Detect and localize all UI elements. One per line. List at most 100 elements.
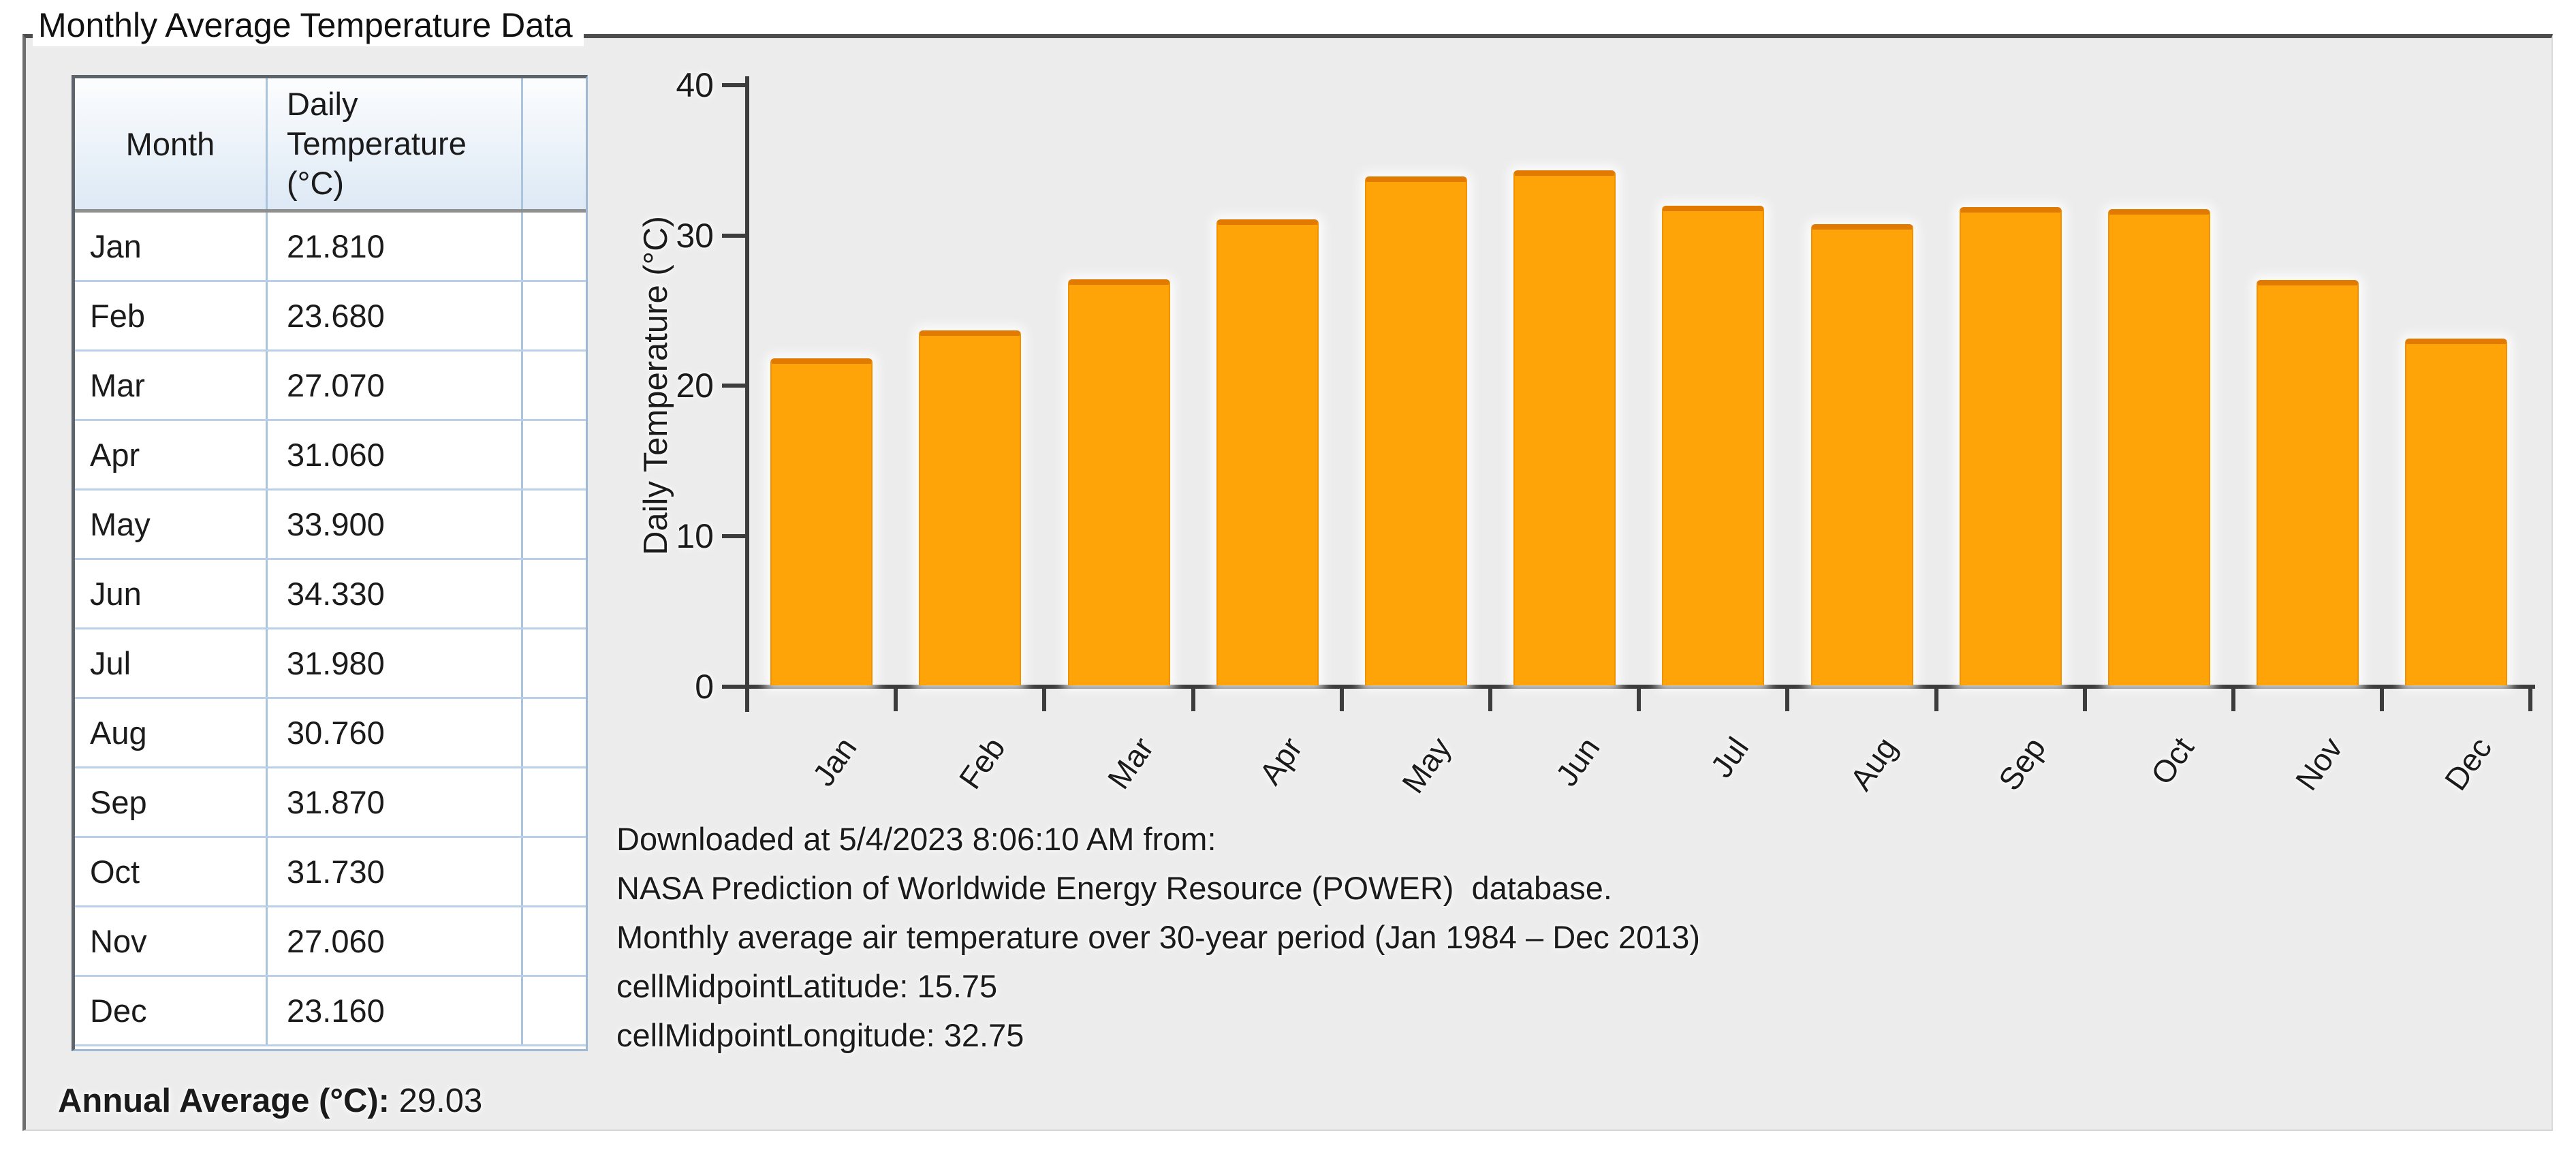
table-filler: [75, 1046, 586, 1049]
month-cell[interactable]: Mar: [90, 367, 145, 403]
table-row: Jul 31.980: [75, 629, 586, 699]
y-tick-label: 20: [676, 367, 714, 405]
x-tick: [2082, 687, 2087, 711]
temperature-cell[interactable]: 31.730: [266, 838, 521, 905]
x-tick: [1191, 687, 1195, 711]
y-tick-label: 0: [695, 668, 714, 706]
bar: [2405, 338, 2508, 685]
y-tick: [722, 82, 747, 87]
temperature-cell[interactable]: 23.160: [266, 977, 521, 1044]
temperature-cell[interactable]: 23.680: [266, 282, 521, 349]
table-row: Sep 31.870: [75, 768, 586, 838]
temperature-cell[interactable]: 30.760: [266, 699, 521, 766]
bar: [2107, 209, 2210, 685]
empty-cell: [521, 768, 586, 836]
table-header-row: Month Daily Temperature (°C): [75, 78, 586, 213]
bar: [1067, 279, 1170, 685]
bar: [1662, 205, 1765, 685]
download-info: Downloaded at 5/4/2023 8:06:10 AM from: N…: [616, 815, 1700, 1060]
y-tick: [722, 384, 747, 388]
x-tick: [745, 687, 749, 711]
temperature-cell[interactable]: 34.330: [266, 560, 521, 627]
bar: [1513, 170, 1616, 685]
month-cell[interactable]: Apr: [90, 437, 140, 473]
temperature-cell[interactable]: 27.070: [266, 352, 521, 419]
bar: [919, 330, 1022, 685]
table-body: Jan 21.810 Feb 23.680 Mar 27.070 Apr 31.060 May 3…: [75, 213, 586, 1046]
empty-cell: [521, 352, 586, 419]
month-cell[interactable]: Aug: [90, 715, 147, 751]
empty-cell: [521, 629, 586, 697]
x-tick: [1488, 687, 1492, 711]
x-tick: [1042, 687, 1047, 711]
month-cell[interactable]: Jan: [90, 228, 142, 264]
month-cell[interactable]: Sep: [90, 784, 147, 820]
month-cell[interactable]: Jun: [90, 576, 142, 612]
info-line: NASA Prediction of Worldwide Energy Reso…: [616, 870, 1612, 906]
empty-cell: [521, 491, 586, 558]
empty-cell: [521, 907, 586, 975]
temperature-cell[interactable]: 27.060: [266, 907, 521, 975]
x-tick: [2528, 687, 2533, 711]
x-tick: [894, 687, 898, 711]
annual-average-label: Annual Average (°C):: [58, 1083, 390, 1119]
table-row: Oct 31.730: [75, 838, 586, 907]
x-tick: [1785, 687, 1790, 711]
bar: [770, 358, 873, 685]
table-header-empty: [521, 78, 586, 209]
month-cell[interactable]: Nov: [90, 923, 147, 959]
empty-cell: [521, 560, 586, 627]
bar: [1810, 223, 1913, 685]
month-cell[interactable]: Feb: [90, 298, 145, 334]
temperature-table: Month Daily Temperature (°C) Jan 21.810 Fe…: [72, 75, 588, 1051]
groupbox-title: Monthly Average Temperature Data: [33, 4, 584, 46]
temperature-cell[interactable]: 33.900: [266, 491, 521, 558]
empty-cell: [521, 699, 586, 766]
bar: [2257, 279, 2359, 685]
empty-cell: [521, 977, 586, 1044]
y-tick-label: 40: [676, 65, 714, 104]
empty-cell: [521, 838, 586, 905]
x-tick: [1934, 687, 1938, 711]
y-tick: [722, 685, 747, 689]
y-tick: [722, 233, 747, 238]
temperature-cell[interactable]: 21.810: [266, 213, 521, 280]
info-line: cellMidpointLongitude: 32.75: [616, 1017, 1024, 1053]
table-header-daily-temperature: Daily Temperature (°C): [266, 78, 521, 209]
empty-cell: [521, 282, 586, 349]
bar: [1216, 219, 1319, 685]
info-line: cellMidpointLatitude: 15.75: [616, 968, 998, 1004]
x-tick: [2380, 687, 2385, 711]
annual-average: Annual Average (°C): 29.03: [58, 1082, 482, 1120]
temperature-cell[interactable]: 31.870: [266, 768, 521, 836]
table-row: Aug 30.760: [75, 699, 586, 768]
month-cell[interactable]: Dec: [90, 993, 147, 1029]
bar: [1364, 176, 1467, 685]
x-tick: [1339, 687, 1344, 711]
temperature-cell[interactable]: 31.980: [266, 629, 521, 697]
bar: [1959, 207, 2062, 685]
table-row: Jan 21.810: [75, 213, 586, 282]
empty-cell: [521, 421, 586, 488]
table-row: Apr 31.060: [75, 421, 586, 491]
table-row: Jun 34.330: [75, 560, 586, 629]
table-header-month: Month: [125, 125, 215, 162]
annual-average-value: 29.03: [398, 1083, 483, 1119]
x-tick: [2231, 687, 2235, 711]
table-row: Feb 23.680: [75, 282, 586, 352]
empty-cell: [521, 213, 586, 280]
table-row: Nov 27.060: [75, 907, 586, 977]
info-line: Downloaded at 5/4/2023 8:06:10 AM from:: [616, 821, 1216, 857]
table-row: Dec 23.160: [75, 977, 586, 1046]
x-tick: [1637, 687, 1642, 711]
table-row: Mar 27.070: [75, 352, 586, 421]
table-row: May 33.900: [75, 491, 586, 560]
month-cell[interactable]: Oct: [90, 854, 140, 890]
y-tick-label: 10: [676, 517, 714, 556]
temperature-cell[interactable]: 31.060: [266, 421, 521, 488]
month-cell[interactable]: Jul: [90, 645, 131, 681]
y-axis: [745, 76, 749, 712]
info-line: Monthly average air temperature over 30-…: [616, 919, 1701, 955]
month-cell[interactable]: May: [90, 506, 151, 542]
